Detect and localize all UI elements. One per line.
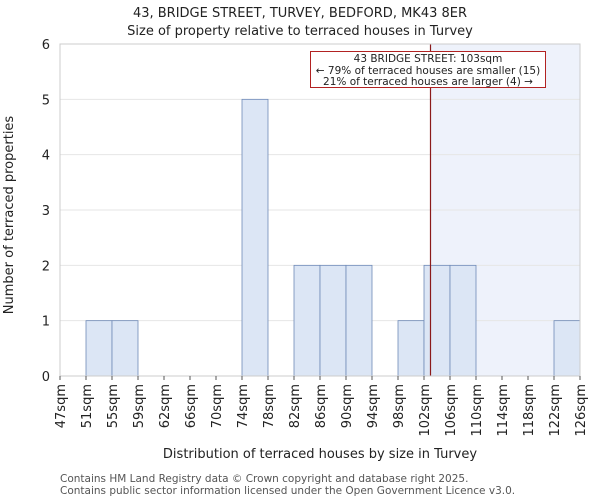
x-tick-label: 114sqm: [496, 384, 511, 437]
annotation-line-1: 43 BRIDGE STREET: 103sqm: [353, 53, 503, 65]
y-tick-label: 1: [42, 315, 50, 330]
x-tick-label: 78sqm: [262, 384, 277, 428]
y-tick-label: 5: [42, 93, 50, 108]
histogram-bar: [241, 98, 269, 377]
x-tick-label: 47sqm: [54, 384, 69, 428]
property-annotation: 43 BRIDGE STREET: 103sqm ← 79% of terrac…: [310, 51, 546, 88]
footer-copyright: Contains HM Land Registry data © Crown c…: [60, 473, 469, 485]
x-tick-label: 51sqm: [80, 384, 95, 428]
x-tick-label: 70sqm: [210, 384, 225, 428]
footer-licence: Contains public sector information licen…: [60, 485, 516, 497]
x-tick-label: 66sqm: [184, 384, 199, 428]
x-tick-label: 74sqm: [236, 384, 251, 428]
y-tick-label: 4: [42, 149, 50, 164]
y-tick-label: 6: [42, 38, 50, 53]
x-tick-label: 94sqm: [366, 384, 381, 428]
x-tick-label: 118sqm: [522, 384, 537, 437]
x-tick-label: 106sqm: [444, 384, 459, 437]
histogram-bar: [345, 264, 373, 377]
x-tick-label: 98sqm: [392, 384, 407, 428]
annotation-line-2: ← 79% of terraced houses are smaller (15…: [315, 64, 541, 77]
x-tick-label: 122sqm: [548, 384, 563, 437]
histogram-bar: [85, 320, 113, 377]
histogram-bar: [319, 264, 347, 377]
histogram-bar: [111, 320, 139, 377]
chart-title: 43, BRIDGE STREET, TURVEY, BEDFORD, MK43…: [132, 6, 468, 21]
histogram-bar: [397, 320, 425, 377]
y-tick-label: 0: [42, 370, 50, 385]
x-tick-label: 110sqm: [470, 384, 485, 437]
histogram-bar: [553, 320, 581, 377]
histogram-bar: [423, 264, 451, 377]
annotation-line-3: 21% of terraced houses are larger (4) →: [323, 76, 533, 88]
x-tick-label: 126sqm: [574, 384, 589, 437]
x-axis-title: Distribution of terraced houses by size …: [163, 447, 477, 462]
x-tick-label: 82sqm: [288, 384, 303, 428]
x-tick-label: 86sqm: [314, 384, 329, 428]
histogram-bar: [449, 264, 477, 377]
histogram-bar: [293, 264, 321, 377]
x-tick-label: 62sqm: [158, 384, 173, 428]
x-tick-label: 90sqm: [340, 384, 355, 428]
x-tick-label: 102sqm: [418, 384, 433, 437]
x-tick-label: 59sqm: [132, 384, 147, 428]
y-axis-title: Number of terraced properties: [2, 116, 17, 315]
chart-subtitle: Size of property relative to terraced ho…: [127, 24, 473, 39]
y-tick-label: 2: [42, 259, 50, 274]
y-tick-label: 3: [42, 204, 50, 219]
x-tick-label: 55sqm: [106, 384, 121, 428]
